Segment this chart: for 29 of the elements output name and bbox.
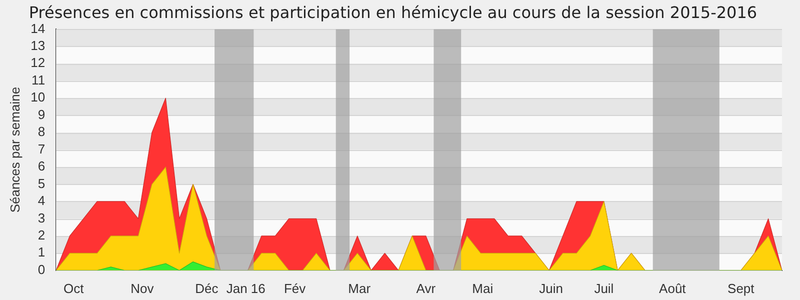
y-tick-label: 7 (38, 141, 46, 156)
x-tick-label: Juin (539, 280, 564, 296)
y-tick-label: 12 (30, 55, 46, 70)
x-tick-label: Mar (348, 280, 372, 296)
x-tick-label: Déc (195, 280, 219, 296)
x-tick-label: Oct (64, 280, 84, 296)
y-tick-label: 14 (30, 20, 46, 36)
x-tick-label: Avr (416, 280, 436, 296)
x-tick-label: Nov (130, 280, 154, 296)
chart-title: Présences en commissions et participation en hémicycle au cours de la session 2015-2016 (28, 2, 758, 22)
y-tick-label: 8 (38, 124, 46, 140)
y-tick-label: 9 (38, 106, 46, 122)
y-tick-label: 13 (30, 38, 46, 54)
y-tick-label: 11 (32, 72, 46, 88)
y-tick-label: 6 (38, 158, 46, 174)
y-axis-title: Séances par semaine (7, 86, 22, 213)
x-tick-label: Jan 16 (226, 280, 266, 296)
y-tick-label: 10 (30, 90, 46, 105)
y-tick-label: 0 (38, 262, 46, 277)
y-tick-label: 2 (38, 228, 46, 243)
y-tick-label: 3 (38, 210, 46, 226)
y-tick-label: 1 (38, 244, 46, 260)
x-tick-label: Sept (728, 280, 755, 296)
x-tick-label: Août (659, 280, 686, 296)
y-tick-label: 4 (38, 193, 46, 208)
x-tick-label: Fév (284, 280, 306, 296)
x-tick-label: Mai (472, 280, 494, 296)
y-tick-label: 5 (38, 176, 46, 191)
x-tick-label: Juil (594, 280, 614, 296)
